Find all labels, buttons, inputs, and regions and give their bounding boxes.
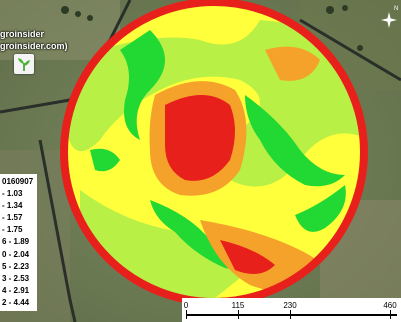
brand-line-2: groinsider.com) — [0, 41, 68, 51]
legend-row: 4 - 2.91 — [2, 285, 30, 295]
scale-tick: 460 — [383, 301, 397, 310]
scale-line — [186, 314, 397, 316]
legend-row: 2 - 4.44 — [2, 297, 30, 307]
legend-row: - 1.57 — [2, 213, 23, 223]
scale-bar: 0 115 230 460 — [182, 298, 401, 322]
legend: 0160907 - 1.03 - 1.34 - 1.57 - 1.75 6 - … — [0, 174, 38, 312]
scale-mark — [238, 310, 239, 319]
legend-title: 0160907 — [2, 177, 34, 186]
legend-row: 5 - 2.23 — [2, 261, 30, 271]
legend-row: 6 - 1.89 — [2, 237, 30, 247]
north-arrow-icon: N — [378, 6, 400, 32]
brand-line-1: groinsider — [0, 29, 45, 39]
legend-row: 0 - 2.04 — [2, 249, 30, 259]
scale-mark — [186, 310, 187, 319]
legend-row: - 1.03 — [2, 189, 23, 199]
trees — [61, 5, 363, 51]
scale-tick: 230 — [283, 301, 297, 310]
ndvi-field — [64, 2, 364, 302]
scale-mark — [390, 310, 391, 319]
scale-tick: 0 — [183, 301, 189, 310]
legend-row: 3 - 2.53 — [2, 273, 30, 283]
sprout-icon — [14, 54, 34, 74]
scale-mark — [290, 310, 291, 319]
scale-tick: 115 — [231, 301, 245, 310]
legend-row: - 1.75 — [2, 225, 23, 235]
brand-watermark: groinsider groinsider.com) — [0, 28, 68, 52]
north-label: N — [394, 6, 399, 12]
legend-row: - 1.34 — [2, 201, 23, 211]
